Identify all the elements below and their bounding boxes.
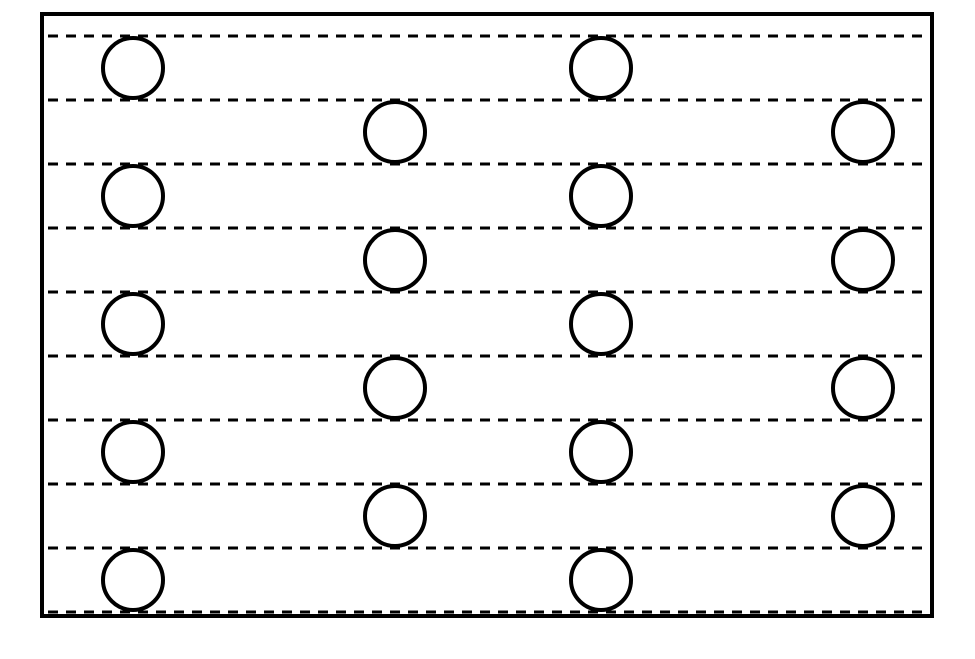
circle-node-10 [571,166,631,226]
circle-node-7 [365,358,425,418]
circle-node-2 [103,294,163,354]
circle-node-0 [103,38,163,98]
circle-node-16 [833,358,893,418]
circle-node-17 [833,486,893,546]
circle-node-3 [103,422,163,482]
circle-node-6 [365,230,425,290]
circle-node-8 [365,486,425,546]
circles-group [103,38,893,610]
circle-node-9 [571,38,631,98]
circle-node-1 [103,166,163,226]
circle-node-13 [571,550,631,610]
circle-node-15 [833,230,893,290]
circle-node-14 [833,102,893,162]
outer-frame [42,14,932,616]
circle-node-11 [571,294,631,354]
circle-node-5 [365,102,425,162]
dashed-lines-group [48,36,926,612]
pattern-diagram [0,0,975,659]
circle-node-4 [103,550,163,610]
circle-node-12 [571,422,631,482]
diagram-stage [0,0,975,659]
